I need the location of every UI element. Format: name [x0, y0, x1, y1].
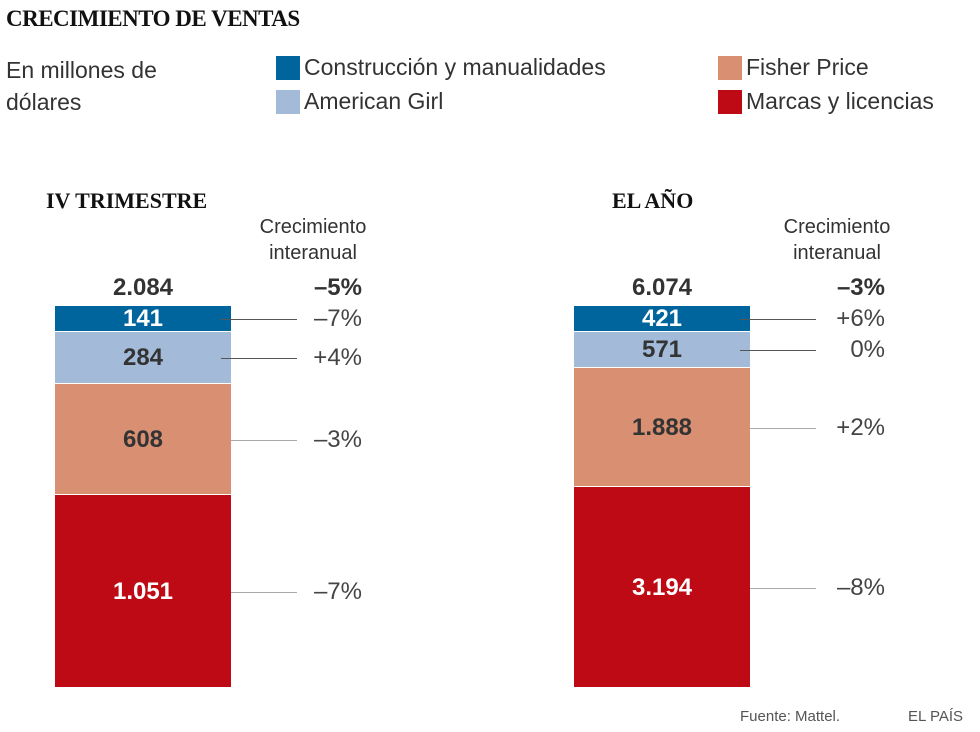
- leader-line: [231, 439, 297, 441]
- units-label: En millones de dólares: [6, 57, 157, 115]
- value-label: 608: [122, 425, 164, 453]
- growth-label: –3%: [313, 425, 362, 453]
- legend-swatch: [276, 55, 300, 80]
- total-growth: –5%: [313, 274, 362, 301]
- value-label: 421: [641, 305, 683, 333]
- leader-line: [221, 318, 297, 320]
- leader-line: [740, 350, 816, 352]
- legend-item: Fisher Price: [718, 54, 869, 81]
- bar-segment: 141: [55, 304, 231, 332]
- legend-item: Construcción y manualidades: [276, 54, 606, 81]
- legend-item: American Girl: [276, 88, 443, 115]
- bar-segment: 1.888: [574, 368, 750, 488]
- legend-swatch: [276, 89, 300, 114]
- total-label: 6.074: [631, 274, 693, 301]
- growth-label: –8%: [836, 573, 885, 601]
- chart-title: CRECIMIENTO DE VENTAS: [6, 6, 300, 31]
- leader-line: [221, 357, 297, 359]
- value-label: 1.888: [631, 413, 693, 441]
- legend-swatch: [718, 89, 742, 114]
- total-label: 2.084: [112, 274, 174, 301]
- legend-item: Marcas y licencias: [718, 88, 934, 115]
- value-label: 1.051: [112, 577, 174, 605]
- growth-header: Crecimiento interanual: [259, 216, 367, 264]
- value-label: 284: [122, 343, 164, 371]
- growth-label: +6%: [836, 305, 885, 333]
- panel-title: IV TRIMESTRE: [46, 188, 208, 213]
- total-growth: –3%: [836, 274, 885, 301]
- growth-label: –7%: [313, 577, 362, 605]
- legend-label: Marcas y licencias: [746, 88, 934, 114]
- legend-label: Construcción y manualidades: [304, 54, 606, 80]
- growth-label: –7%: [313, 304, 362, 332]
- growth-header: Crecimiento interanual: [783, 216, 891, 264]
- growth-label: +2%: [836, 413, 885, 441]
- bar-segment: 1.051: [55, 495, 231, 688]
- value-label: 141: [122, 304, 164, 332]
- bar-segment: 3.194: [574, 487, 750, 688]
- leader-line: [750, 587, 816, 589]
- legend-label: American Girl: [304, 88, 444, 114]
- leader-line: [231, 591, 297, 593]
- leader-line: [750, 427, 816, 429]
- leader-line: [740, 319, 816, 321]
- growth-label: 0%: [850, 336, 885, 364]
- value-label: 3.194: [631, 573, 693, 601]
- growth-label: +4%: [313, 343, 362, 371]
- source-note: Fuente: Mattel.: [740, 708, 841, 725]
- bar-segment: 421: [574, 305, 750, 333]
- value-label: 571: [641, 336, 683, 364]
- bar-segment: 284: [55, 331, 231, 384]
- bar-segment: 571: [574, 332, 750, 369]
- bar-segment: 608: [55, 383, 231, 496]
- panel-title: EL AÑO: [612, 188, 694, 213]
- brand-label: EL PAÍS: [908, 708, 964, 725]
- legend-label: Fisher Price: [746, 54, 869, 80]
- legend-swatch: [718, 55, 742, 80]
